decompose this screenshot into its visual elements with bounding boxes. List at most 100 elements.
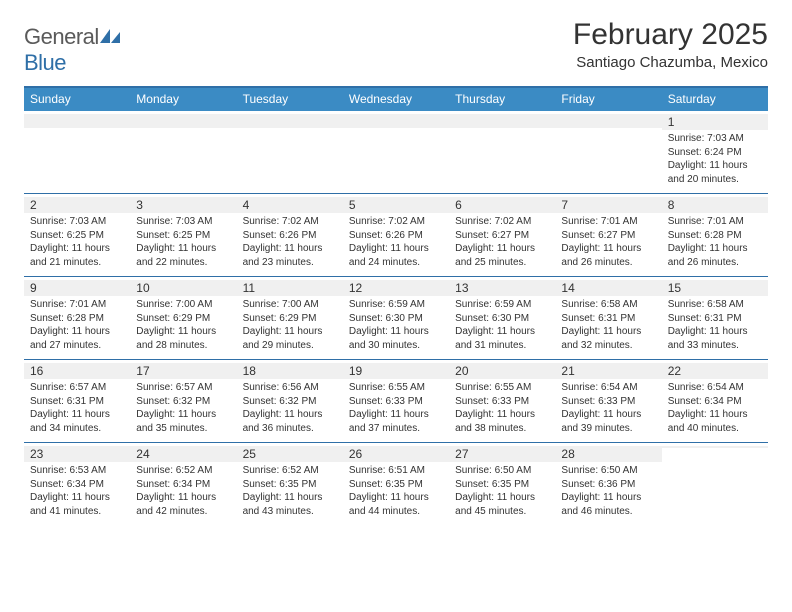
day-cell: 7Sunrise: 7:01 AMSunset: 6:27 PMDaylight… (555, 194, 661, 276)
day-cell: 3Sunrise: 7:03 AMSunset: 6:25 PMDaylight… (130, 194, 236, 276)
day-info: Sunrise: 6:57 AMSunset: 6:32 PMDaylight:… (136, 381, 230, 435)
day-cell: 9 Sunrise: 7:01 AMSunset: 6:28 PMDaylight… (24, 277, 130, 359)
day-number: 20 (455, 364, 549, 378)
day-number-band (24, 114, 130, 128)
day-number: 19 (349, 364, 443, 378)
day-number: 10 (136, 281, 230, 295)
day-number: 8 (668, 198, 762, 212)
day-cell: 15Sunrise: 6:58 AMSunset: 6:31 PMDayligh… (662, 277, 768, 359)
week-row: 9 Sunrise: 7:01 AMSunset: 6:28 PMDaylight… (24, 277, 768, 360)
day-info: Sunrise: 6:53 AMSunset: 6:34 PMDaylight:… (30, 464, 124, 518)
day-info: Sunrise: 7:02 AMSunset: 6:26 PMDaylight:… (243, 215, 337, 269)
day-info: Sunrise: 7:03 AMSunset: 6:24 PMDaylight:… (668, 132, 762, 186)
empty-day-cell (449, 111, 555, 193)
day-number-band (555, 114, 661, 128)
day-cell: 23 Sunrise: 6:53 AMSunset: 6:34 PMDayligh… (24, 443, 130, 525)
day-number-band (237, 114, 343, 128)
day-cell: 26 Sunrise: 6:51 AMSunset: 6:35 PMDayligh… (343, 443, 449, 525)
day-cell: 24 Sunrise: 6:52 AMSunset: 6:34 PMDayligh… (130, 443, 236, 525)
day-cell: 5 Sunrise: 7:02 AMSunset: 6:26 PMDaylight… (343, 194, 449, 276)
day-info: Sunrise: 6:52 AMSunset: 6:34 PMDaylight:… (136, 464, 230, 518)
day-number-band (130, 114, 236, 128)
day-info: Sunrise: 6:50 AMSunset: 6:36 PMDaylight:… (561, 464, 655, 518)
day-number-band: 23 (24, 446, 130, 462)
day-info: Sunrise: 6:58 AMSunset: 6:31 PMDaylight:… (561, 298, 655, 352)
day-number-band: 27 (449, 446, 555, 462)
day-info: Sunrise: 7:00 AMSunset: 6:29 PMDaylight:… (136, 298, 230, 352)
day-cell: 4 Sunrise: 7:02 AMSunset: 6:26 PMDaylight… (237, 194, 343, 276)
day-number-band: 10 (130, 280, 236, 296)
day-cell: 17 Sunrise: 6:57 AMSunset: 6:32 PMDayligh… (130, 360, 236, 442)
day-number: 3 (136, 198, 230, 212)
day-info: Sunrise: 6:56 AMSunset: 6:32 PMDaylight:… (243, 381, 337, 435)
day-info: Sunrise: 7:02 AMSunset: 6:26 PMDaylight:… (349, 215, 443, 269)
day-number: 15 (668, 281, 762, 295)
day-number-band: 14 (555, 280, 661, 296)
day-cell: 6Sunrise: 7:02 AMSunset: 6:27 PMDaylight… (449, 194, 555, 276)
day-number: 11 (243, 281, 337, 295)
day-number: 28 (561, 447, 655, 461)
day-info: Sunrise: 6:54 AMSunset: 6:33 PMDaylight:… (561, 381, 655, 435)
day-cell: 10 Sunrise: 7:00 AMSunset: 6:29 PMDayligh… (130, 277, 236, 359)
day-cell: 25Sunrise: 6:52 AMSunset: 6:35 PMDayligh… (237, 443, 343, 525)
day-number: 27 (455, 447, 549, 461)
empty-day-cell (555, 111, 661, 193)
day-cell: 27 Sunrise: 6:50 AMSunset: 6:35 PMDayligh… (449, 443, 555, 525)
day-info: Sunrise: 6:59 AMSunset: 6:30 PMDaylight:… (349, 298, 443, 352)
day-number-band: 24 (130, 446, 236, 462)
day-info: Sunrise: 6:54 AMSunset: 6:34 PMDaylight:… (668, 381, 762, 435)
day-number: 18 (243, 364, 337, 378)
week-row: 23 Sunrise: 6:53 AMSunset: 6:34 PMDayligh… (24, 443, 768, 525)
day-number-band (343, 114, 449, 128)
day-number-band: 1 (662, 114, 768, 130)
day-cell: 20 Sunrise: 6:55 AMSunset: 6:33 PMDayligh… (449, 360, 555, 442)
day-info: Sunrise: 7:00 AMSunset: 6:29 PMDaylight:… (243, 298, 337, 352)
day-cell: 2 Sunrise: 7:03 AMSunset: 6:25 PMDaylight… (24, 194, 130, 276)
day-info: Sunrise: 7:03 AMSunset: 6:25 PMDaylight:… (30, 215, 124, 269)
week-row: 1 Sunrise: 7:03 AMSunset: 6:24 PMDaylight… (24, 111, 768, 194)
weekday-header: Thursday (449, 88, 555, 111)
day-cell: 12 Sunrise: 6:59 AMSunset: 6:30 PMDayligh… (343, 277, 449, 359)
day-number-band: 26 (343, 446, 449, 462)
day-number: 2 (30, 198, 124, 212)
day-number-band: 20 (449, 363, 555, 379)
day-cell: 14 Sunrise: 6:58 AMSunset: 6:31 PMDayligh… (555, 277, 661, 359)
day-number-band: 18 (237, 363, 343, 379)
weekday-header: Tuesday (237, 88, 343, 111)
calendar: SundayMondayTuesdayWednesdayThursdayFrid… (24, 86, 768, 525)
day-info: Sunrise: 6:55 AMSunset: 6:33 PMDaylight:… (455, 381, 549, 435)
logo-text: GeneralBlue (24, 24, 121, 76)
day-info: Sunrise: 6:51 AMSunset: 6:35 PMDaylight:… (349, 464, 443, 518)
day-number: 16 (30, 364, 124, 378)
day-info: Sunrise: 6:50 AMSunset: 6:35 PMDaylight:… (455, 464, 549, 518)
day-number: 14 (561, 281, 655, 295)
day-number-band: 22 (662, 363, 768, 379)
logo: GeneralBlue (24, 18, 121, 76)
day-cell: 19Sunrise: 6:55 AMSunset: 6:33 PMDayligh… (343, 360, 449, 442)
day-info: Sunrise: 7:01 AMSunset: 6:28 PMDaylight:… (668, 215, 762, 269)
day-number: 24 (136, 447, 230, 461)
day-number-band: 9 (24, 280, 130, 296)
weekday-header: Friday (555, 88, 661, 111)
day-cell: 22 Sunrise: 6:54 AMSunset: 6:34 PMDayligh… (662, 360, 768, 442)
day-number-band: 6 (449, 197, 555, 213)
day-number: 7 (561, 198, 655, 212)
day-number-band: 25 (237, 446, 343, 462)
day-cell: 18 Sunrise: 6:56 AMSunset: 6:32 PMDayligh… (237, 360, 343, 442)
day-info: Sunrise: 7:01 AMSunset: 6:28 PMDaylight:… (30, 298, 124, 352)
day-cell: 13Sunrise: 6:59 AMSunset: 6:30 PMDayligh… (449, 277, 555, 359)
day-number-band (662, 446, 768, 448)
day-number: 5 (349, 198, 443, 212)
day-cell: 11 Sunrise: 7:00 AMSunset: 6:29 PMDayligh… (237, 277, 343, 359)
day-number-band: 4 (237, 197, 343, 213)
title-block: February 2025 Santiago Chazumba, Mexico (573, 18, 768, 71)
day-number-band: 16 (24, 363, 130, 379)
day-cell: 16Sunrise: 6:57 AMSunset: 6:31 PMDayligh… (24, 360, 130, 442)
day-number: 17 (136, 364, 230, 378)
day-number: 12 (349, 281, 443, 295)
day-number: 1 (668, 115, 762, 129)
day-number: 4 (243, 198, 337, 212)
day-number-band (449, 114, 555, 128)
day-number-band: 7 (555, 197, 661, 213)
day-number-band: 12 (343, 280, 449, 296)
